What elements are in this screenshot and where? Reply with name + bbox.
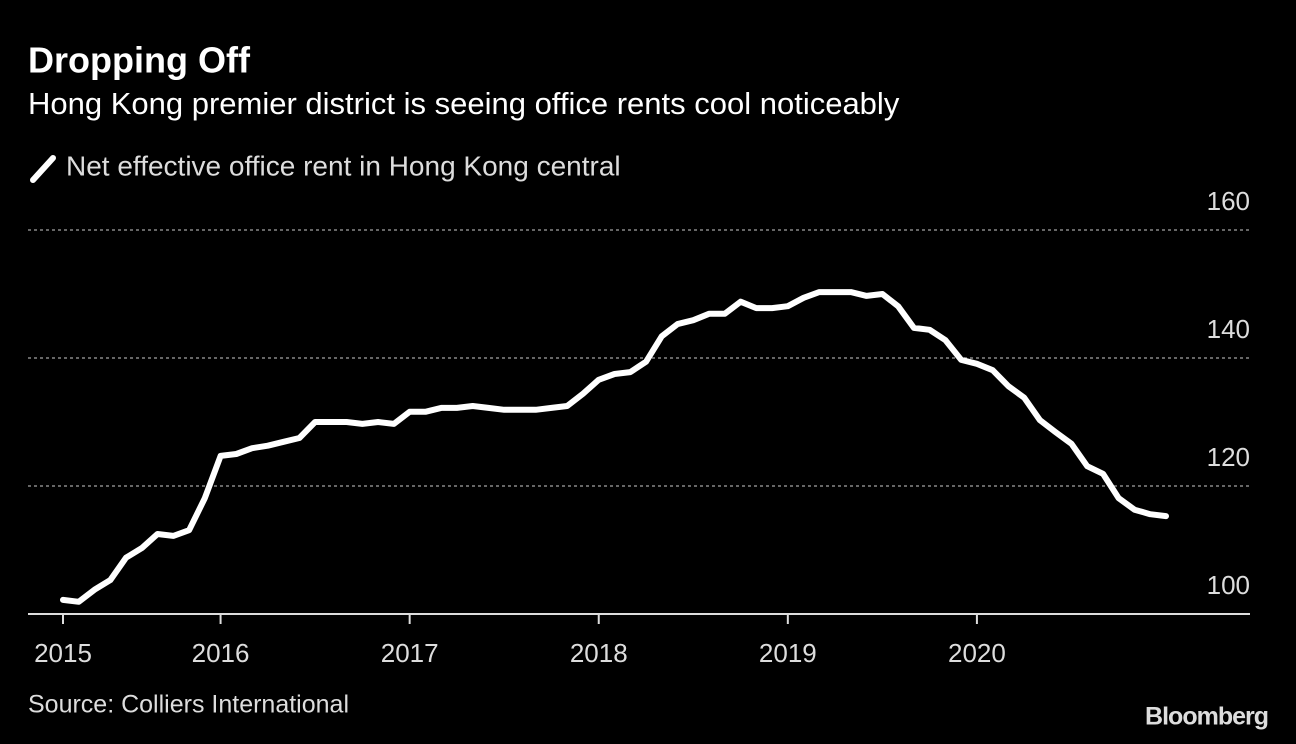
chart-subtitle: Hong Kong premier district is seeing off… <box>28 86 900 121</box>
chart-title: Dropping Off <box>28 40 251 81</box>
legend-label: Net effective office rent in Hong Kong c… <box>66 150 621 181</box>
source: Source: Colliers International <box>28 691 349 719</box>
x-tick-label: 2018 <box>570 638 628 668</box>
x-tick-label: 2016 <box>192 638 250 668</box>
x-tick-label: 2015 <box>34 638 92 668</box>
x-tick-label: 2020 <box>948 638 1006 668</box>
y-tick-label: 160 <box>1207 186 1250 216</box>
x-tick-label: 2019 <box>759 638 817 668</box>
y-tick-label: 120 <box>1207 442 1250 472</box>
x-tick-label: 2017 <box>381 638 439 668</box>
legend-swatch <box>30 155 56 183</box>
line <box>60 289 1169 605</box>
y-tick-label: 100 <box>1207 570 1250 600</box>
brand: Bloomberg <box>1145 703 1268 731</box>
y-tick-label: 140 <box>1207 314 1250 344</box>
